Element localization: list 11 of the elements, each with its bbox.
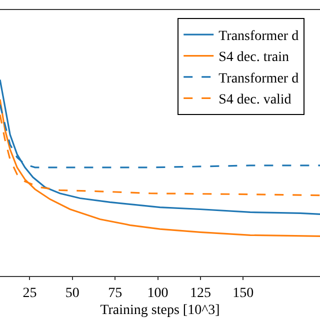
x-tick-label: 75 — [108, 286, 122, 301]
x-tick-label: 25 — [22, 286, 37, 301]
legend-label: Transformer d — [218, 29, 299, 44]
x-tick-label: 100 — [147, 286, 168, 301]
legend-label: Transformer d — [218, 71, 299, 86]
x-tick-label: 125 — [190, 286, 211, 301]
x-tick-label: 50 — [65, 286, 80, 301]
x-axis-title: Training steps [10^3] — [100, 303, 220, 318]
x-tick-label: 150 — [232, 286, 254, 301]
legend-label: S4 dec. train — [218, 50, 289, 66]
legend-label: S4 dec. valid — [218, 92, 292, 108]
